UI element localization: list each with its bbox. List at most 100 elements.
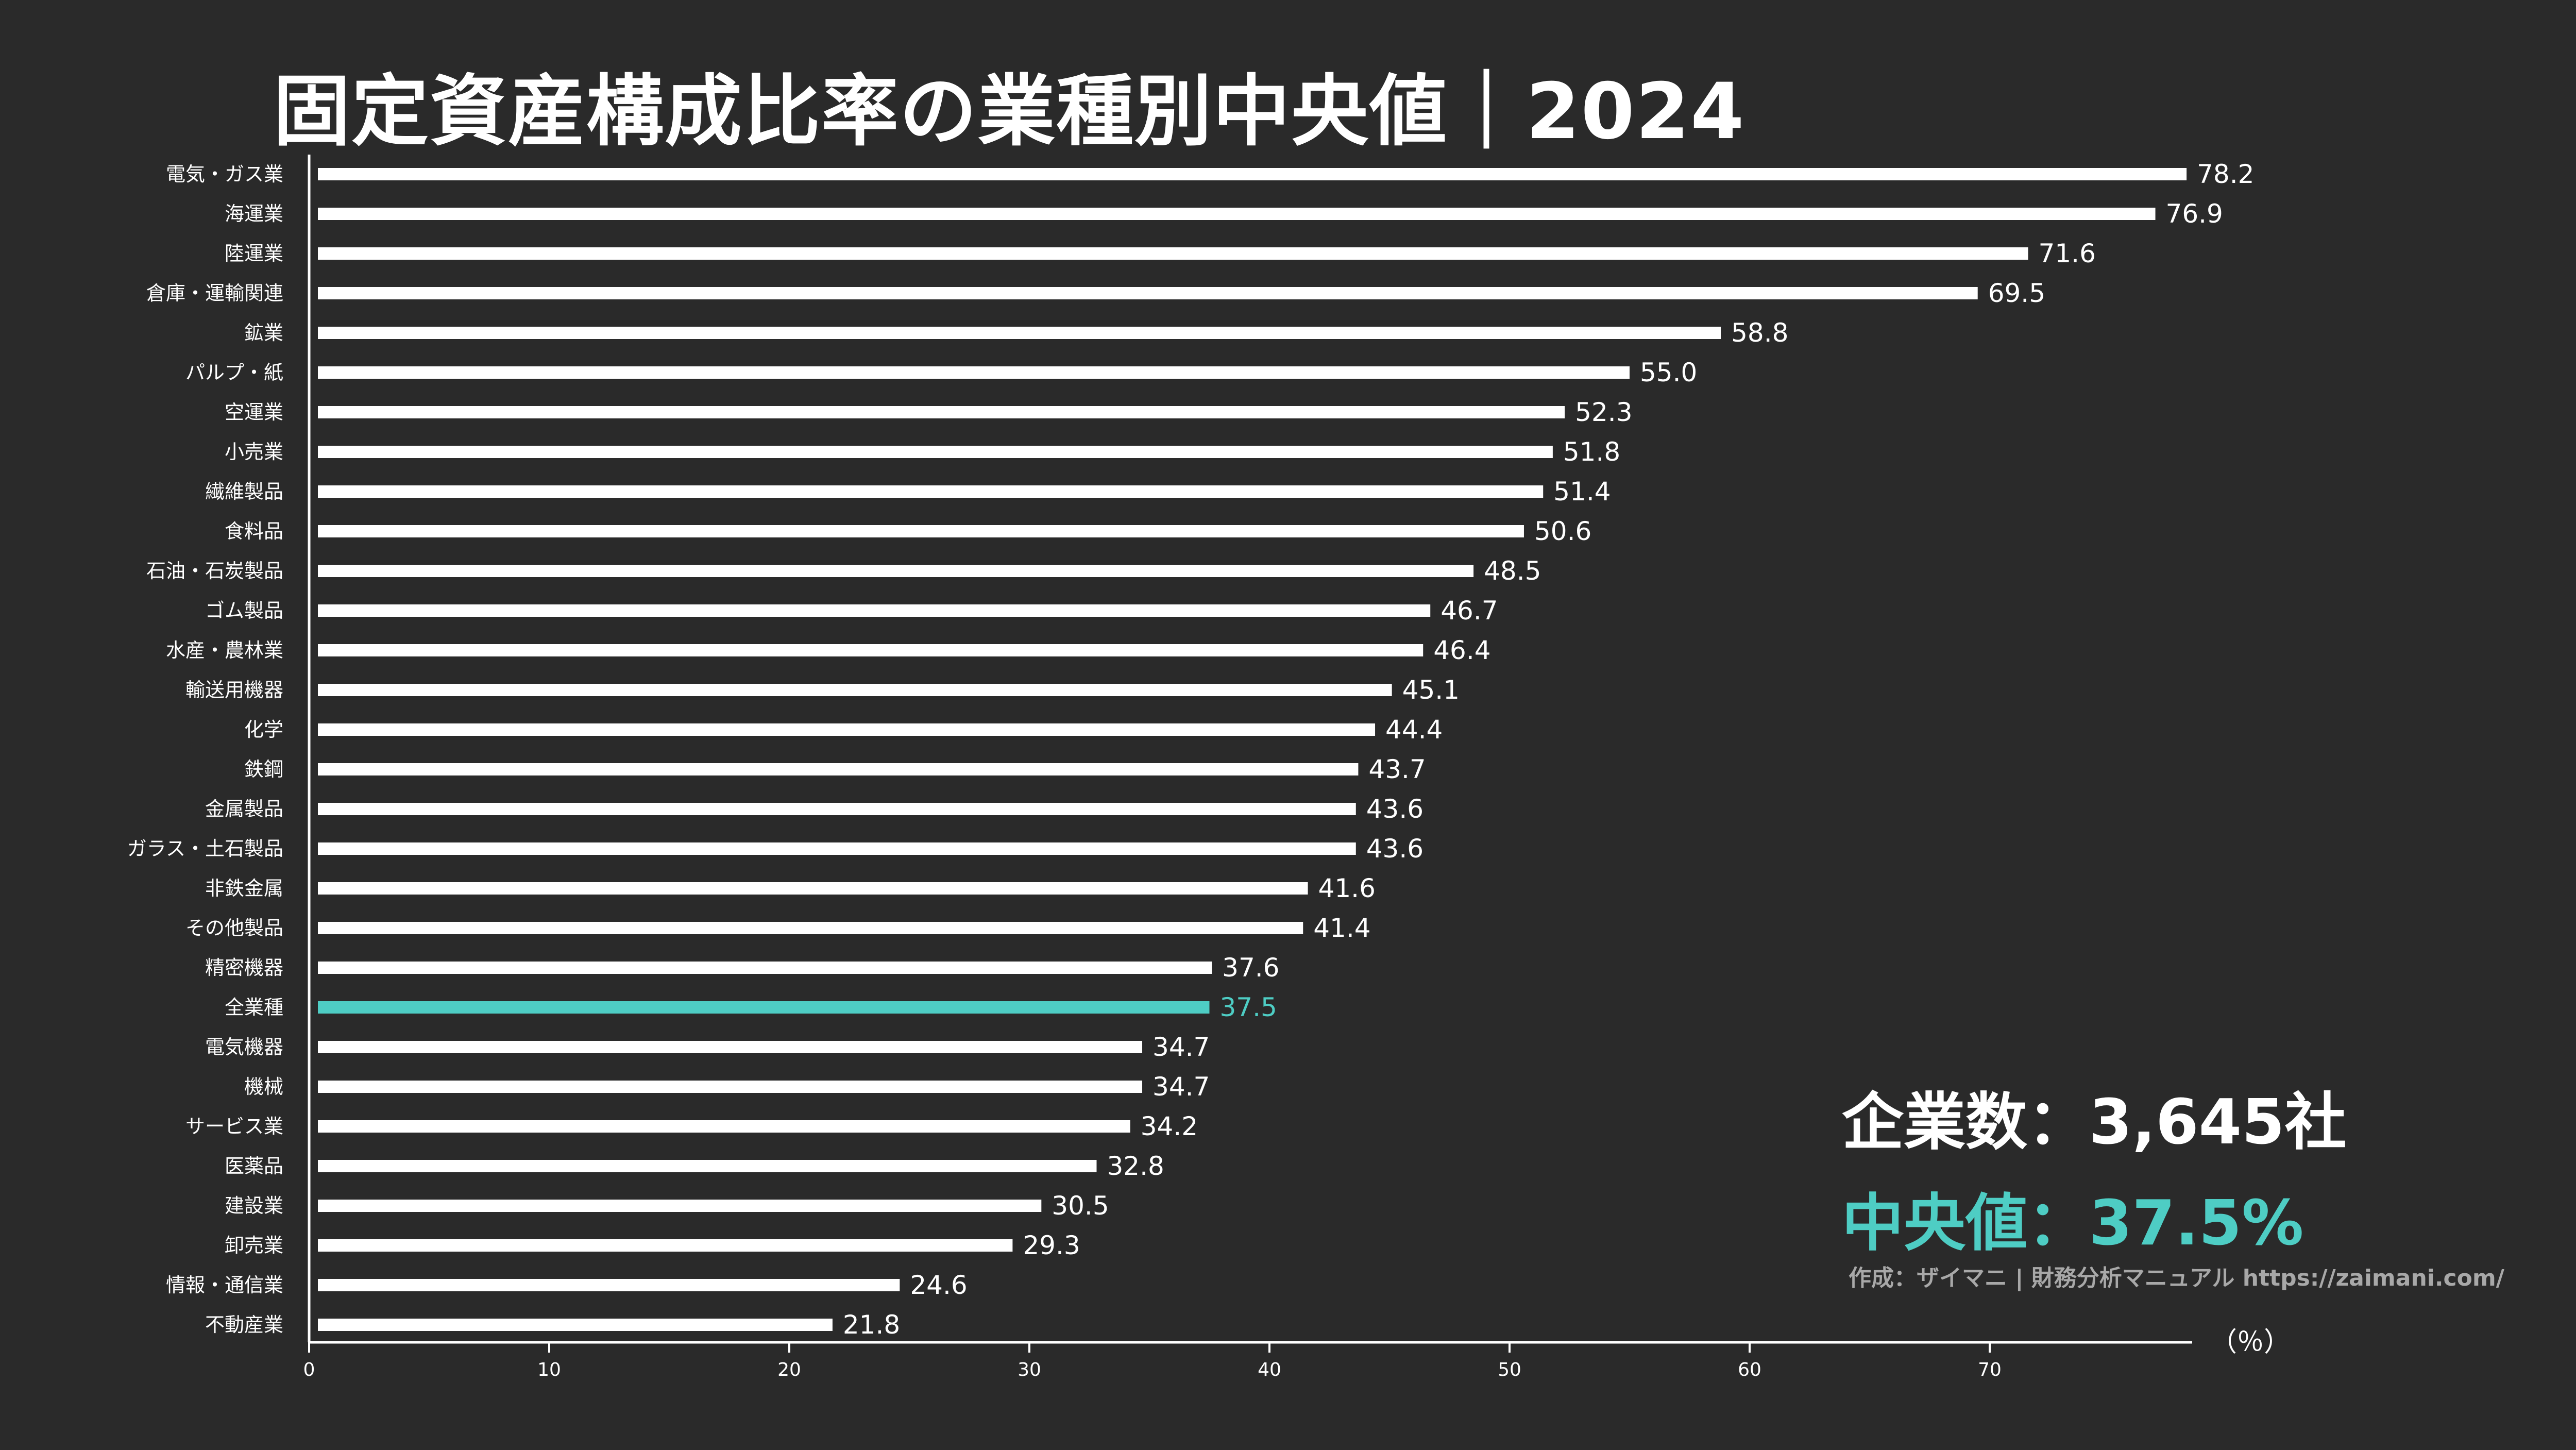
value-label: 51.8 — [1563, 437, 1620, 467]
category-label: 輸送用機器 — [185, 679, 283, 701]
value-label: 58.8 — [1731, 318, 1788, 348]
bar — [318, 208, 2156, 220]
bars-layer: 電気・ガス業 78.2 海運業 76.9 陸運業 71.6 倉庫・運輸関連 69.5 鉱業 58.… — [127, 159, 2255, 1340]
bar — [318, 604, 1431, 617]
bar — [318, 1160, 1097, 1172]
bar — [318, 1081, 1143, 1093]
value-label: 43.7 — [1368, 754, 1426, 784]
value-label: 78.2 — [2197, 159, 2254, 189]
value-label: 48.5 — [1484, 556, 1541, 586]
value-label: 45.1 — [1402, 675, 1460, 705]
value-label: 37.6 — [1222, 953, 1279, 983]
bar — [318, 1239, 1013, 1252]
bar — [318, 803, 1356, 815]
credit-text: 作成：ザイマニ | 財務分析マニュアル https://zaimani.com/ — [1849, 1265, 2504, 1291]
bar — [318, 1041, 1143, 1053]
value-label: 30.5 — [1052, 1191, 1109, 1221]
x-tick-label: 0 — [303, 1359, 315, 1380]
bar — [318, 644, 1423, 656]
x-tick-label: 30 — [1018, 1359, 1041, 1380]
value-label: 41.4 — [1313, 913, 1370, 943]
value-label: 41.6 — [1318, 873, 1376, 903]
chart-title: 固定資産構成比率の業種別中央値｜2024 — [273, 67, 1745, 157]
category-label: 食料品 — [225, 520, 283, 543]
axis-layer: 0 10 20 30 40 50 60 70 （％） — [303, 155, 2291, 1380]
median-stat: 中央値：37.5% — [1842, 1188, 2304, 1259]
value-label: 69.5 — [1988, 278, 2045, 308]
x-axis-unit: （％） — [2210, 1327, 2291, 1358]
category-label: 情報・通信業 — [166, 1274, 283, 1296]
value-label: 29.3 — [1023, 1230, 1080, 1260]
company-count: 企業数：3,645社 — [1842, 1087, 2347, 1158]
category-label: 電気・ガス業 — [166, 163, 283, 186]
x-tick-label: 20 — [777, 1359, 801, 1380]
value-label: 34.7 — [1153, 1072, 1210, 1102]
bar — [318, 525, 1524, 537]
category-label: 電気機器 — [205, 1036, 283, 1058]
value-label: 34.2 — [1141, 1111, 1198, 1141]
x-tick-label: 50 — [1498, 1359, 1521, 1380]
x-tick-label: 70 — [1978, 1359, 2002, 1380]
value-label: 24.6 — [910, 1270, 967, 1300]
category-label: 陸運業 — [225, 242, 283, 265]
value-label: 46.7 — [1440, 596, 1498, 626]
bar — [318, 446, 1553, 458]
category-label: ガラス・土石製品 — [127, 837, 283, 860]
category-label: 倉庫・運輸関連 — [146, 282, 283, 305]
value-label: 37.5 — [1220, 992, 1277, 1022]
bar-highlight — [318, 1001, 1210, 1014]
bar — [318, 962, 1212, 974]
bar — [318, 1200, 1042, 1212]
category-label: サービス業 — [185, 1115, 283, 1138]
category-label: 不動産業 — [205, 1313, 283, 1336]
category-label: 卸売業 — [225, 1234, 283, 1257]
category-label: 石油・石炭製品 — [146, 560, 283, 582]
bar — [318, 287, 1978, 299]
value-label: 21.8 — [843, 1310, 900, 1340]
value-label: 43.6 — [1366, 794, 1423, 824]
value-label: 76.9 — [2166, 199, 2223, 229]
category-label: 化学 — [244, 718, 283, 741]
bar — [318, 485, 1544, 498]
bar — [318, 882, 1308, 895]
category-label: 医薬品 — [225, 1155, 283, 1177]
x-tick-label: 60 — [1738, 1359, 1761, 1380]
value-label: 55.0 — [1640, 358, 1697, 387]
bar — [318, 366, 1630, 379]
bar — [318, 247, 2028, 260]
category-label: ゴム製品 — [205, 599, 283, 622]
x-tick-label: 10 — [537, 1359, 561, 1380]
x-tick-label: 40 — [1258, 1359, 1281, 1380]
value-label: 43.6 — [1366, 834, 1423, 864]
category-label: 金属製品 — [205, 798, 283, 820]
category-label: 鉄鋼 — [244, 758, 283, 781]
category-label: 全業種 — [225, 996, 283, 1019]
value-label: 52.3 — [1575, 397, 1632, 427]
stats-panel: 企業数：3,645社 中央値：37.5% — [1842, 1072, 2347, 1262]
bar — [318, 1319, 833, 1331]
bar — [318, 922, 1303, 934]
value-label: 44.4 — [1385, 715, 1443, 745]
category-label: 小売業 — [225, 441, 283, 463]
bar — [318, 763, 1359, 775]
bar — [318, 1120, 1130, 1133]
category-label: 海運業 — [225, 203, 283, 225]
value-label: 32.8 — [1107, 1151, 1164, 1181]
category-label: 空運業 — [225, 401, 283, 424]
category-label: 機械 — [244, 1075, 283, 1098]
bar — [318, 723, 1376, 736]
bar — [318, 168, 2187, 180]
category-label: 繊維製品 — [205, 480, 283, 503]
category-label: 鉱業 — [244, 322, 283, 344]
category-label: その他製品 — [185, 917, 283, 939]
category-label: 精密機器 — [205, 956, 283, 979]
category-label: 建設業 — [225, 1194, 283, 1217]
value-label: 51.4 — [1553, 477, 1611, 507]
bar — [318, 406, 1565, 418]
category-label: パルプ・紙 — [185, 361, 283, 384]
bar — [318, 565, 1474, 577]
bar — [318, 327, 1721, 339]
bar — [318, 684, 1392, 696]
bar — [318, 1279, 900, 1291]
